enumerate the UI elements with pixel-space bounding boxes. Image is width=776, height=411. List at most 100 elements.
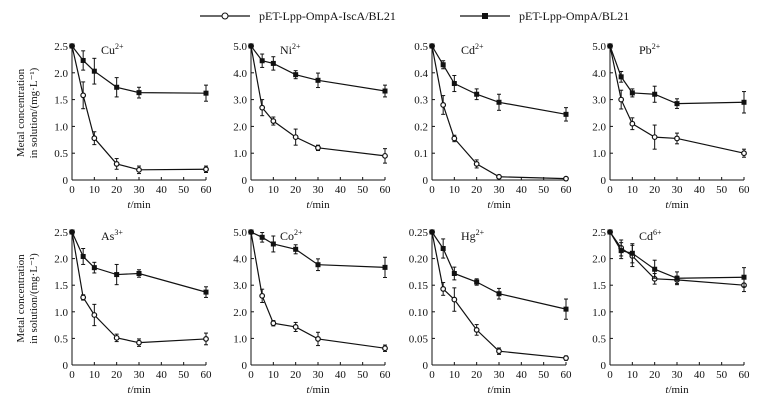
data-point-ompa xyxy=(80,253,86,259)
panel-title: Ni2+ xyxy=(280,42,301,57)
y-tick-label: 0 xyxy=(601,360,607,372)
x-axis-label: t/min xyxy=(127,199,151,211)
data-point-isca xyxy=(91,312,98,318)
data-point-ompa xyxy=(136,90,142,96)
data-point-ompa xyxy=(293,72,299,78)
data-point-isca xyxy=(292,324,299,330)
x-tick-label: 50 xyxy=(357,369,369,381)
y-axis-label-line1: Metal concentration xyxy=(15,254,27,343)
x-tick-label: 10 xyxy=(449,369,461,381)
y-tick-label: 3.0 xyxy=(233,280,247,292)
x-tick-label: 60 xyxy=(380,184,392,196)
data-point-ompa xyxy=(496,99,502,105)
data-point-isca xyxy=(91,135,98,142)
x-tick-label: 0 xyxy=(607,184,613,196)
legend-label-isca: pET-Lpp-OmpA-IscA/BL21 xyxy=(259,9,396,23)
data-point-ompa xyxy=(315,77,321,83)
panel-cu2plus: 0 0.5 1.0 1.5 2.0 2.5 0 10 20 30 40 50 60 t/min Cu2+ Me… xyxy=(15,41,212,211)
y-tick-label: 2.0 xyxy=(233,307,247,319)
y-tick-label: 4.0 xyxy=(592,68,606,80)
data-point-ompa xyxy=(69,229,75,235)
series-line-isca xyxy=(71,231,207,344)
data-point-isca xyxy=(315,144,321,151)
x-tick-label: 20 xyxy=(649,369,661,381)
y-tick-label: 0.5 xyxy=(592,333,606,345)
x-tick-label: 60 xyxy=(561,184,573,196)
x-tick-label: 40 xyxy=(516,184,528,196)
data-point-ompa xyxy=(652,91,658,97)
data-point-ompa xyxy=(629,250,635,256)
x-tick-label: 0 xyxy=(69,184,75,196)
data-point-isca xyxy=(315,336,321,342)
x-tick-label: 50 xyxy=(178,184,190,196)
series-line-ompa xyxy=(609,231,745,279)
data-point-ompa xyxy=(618,74,624,80)
y-axis-label-line2: in solution/(mg·L⁻¹) xyxy=(28,253,40,344)
x-tick-label: 10 xyxy=(268,184,280,196)
y-tick-label: 0 xyxy=(242,360,248,372)
data-point-ompa xyxy=(382,264,388,270)
y-tick-label: 0.4 xyxy=(414,68,428,80)
panel-title: Co2+ xyxy=(280,228,303,243)
y-tick-label: 1.0 xyxy=(592,307,606,319)
x-tick-label: 10 xyxy=(627,184,639,196)
x-tick-label: 50 xyxy=(357,184,369,196)
data-point-ompa xyxy=(248,43,254,49)
y-tick-label: 3.0 xyxy=(233,95,247,107)
x-tick-label: 60 xyxy=(739,369,751,381)
data-point-ompa xyxy=(315,262,321,268)
data-point-ompa xyxy=(563,111,569,117)
data-point-ompa xyxy=(429,229,435,235)
y-tick-label: 0.5 xyxy=(414,41,428,53)
x-tick-label: 50 xyxy=(538,184,550,196)
data-point-ompa xyxy=(270,60,276,66)
y-tick-label: 2.5 xyxy=(54,41,68,53)
data-point-isca xyxy=(113,161,120,167)
x-axis-label: t/min xyxy=(306,384,330,396)
x-tick-label: 60 xyxy=(201,184,213,196)
data-point-isca xyxy=(203,166,209,173)
data-point-ompa xyxy=(563,306,569,312)
x-tick-label: 0 xyxy=(429,369,435,381)
panel-title: Cd6+ xyxy=(639,228,662,243)
x-tick-label: 0 xyxy=(607,369,613,381)
x-tick-label: 40 xyxy=(156,369,168,381)
data-point-isca xyxy=(292,134,299,141)
y-tick-label: 1.0 xyxy=(54,121,68,133)
y-tick-label: 2.5 xyxy=(592,227,606,239)
x-tick-label: 20 xyxy=(111,369,123,381)
series-line-isca xyxy=(71,45,207,171)
data-point-ompa xyxy=(91,68,97,74)
legend: pET-Lpp-OmpA-IscA/BL21 pET-Lpp-OmpA/BL21 xyxy=(200,9,629,23)
x-tick-label: 20 xyxy=(290,369,302,381)
panel-cd6plus: 0 0.5 1.0 1.5 2.0 2.5 0 10 20 30 40 50 60 t/min Cd6+ xyxy=(592,227,750,396)
y-tick-label: 0.5 xyxy=(54,148,68,160)
x-tick-label: 30 xyxy=(672,184,684,196)
y-tick-label: 1.0 xyxy=(233,333,247,345)
series-line-ompa xyxy=(431,45,567,115)
x-tick-label: 30 xyxy=(494,369,506,381)
y-axis-label-line2: in solution/(mg·L⁻¹) xyxy=(28,67,40,158)
data-point-isca xyxy=(563,175,569,182)
data-point-ompa xyxy=(203,90,209,96)
series-line-ompa xyxy=(431,231,567,310)
x-tick-label: 50 xyxy=(538,369,550,381)
data-point-isca xyxy=(440,286,447,292)
y-tick-label: 0 xyxy=(63,175,69,187)
x-tick-label: 20 xyxy=(471,369,483,381)
y-tick-label: 1.0 xyxy=(54,307,68,319)
y-tick-label: 0.3 xyxy=(414,95,428,107)
y-tick-label: 0 xyxy=(601,175,607,187)
data-point-ompa xyxy=(741,274,747,280)
series-line-isca xyxy=(250,231,386,349)
data-point-ompa xyxy=(474,91,480,97)
panel-pb2plus: 0 1.0 2.0 3.0 4.0 5.0 0 10 20 30 40 50 60 t/min Pb2+ xyxy=(592,41,750,211)
x-tick-label: 60 xyxy=(201,369,213,381)
x-axis-label: t/min xyxy=(665,199,689,211)
data-point-ompa xyxy=(629,90,635,96)
y-tick-label: 0.1 xyxy=(414,148,428,160)
x-tick-label: 40 xyxy=(694,369,706,381)
data-point-isca xyxy=(382,152,388,159)
data-point-ompa xyxy=(674,101,680,107)
y-tick-label: 5.0 xyxy=(233,227,247,239)
